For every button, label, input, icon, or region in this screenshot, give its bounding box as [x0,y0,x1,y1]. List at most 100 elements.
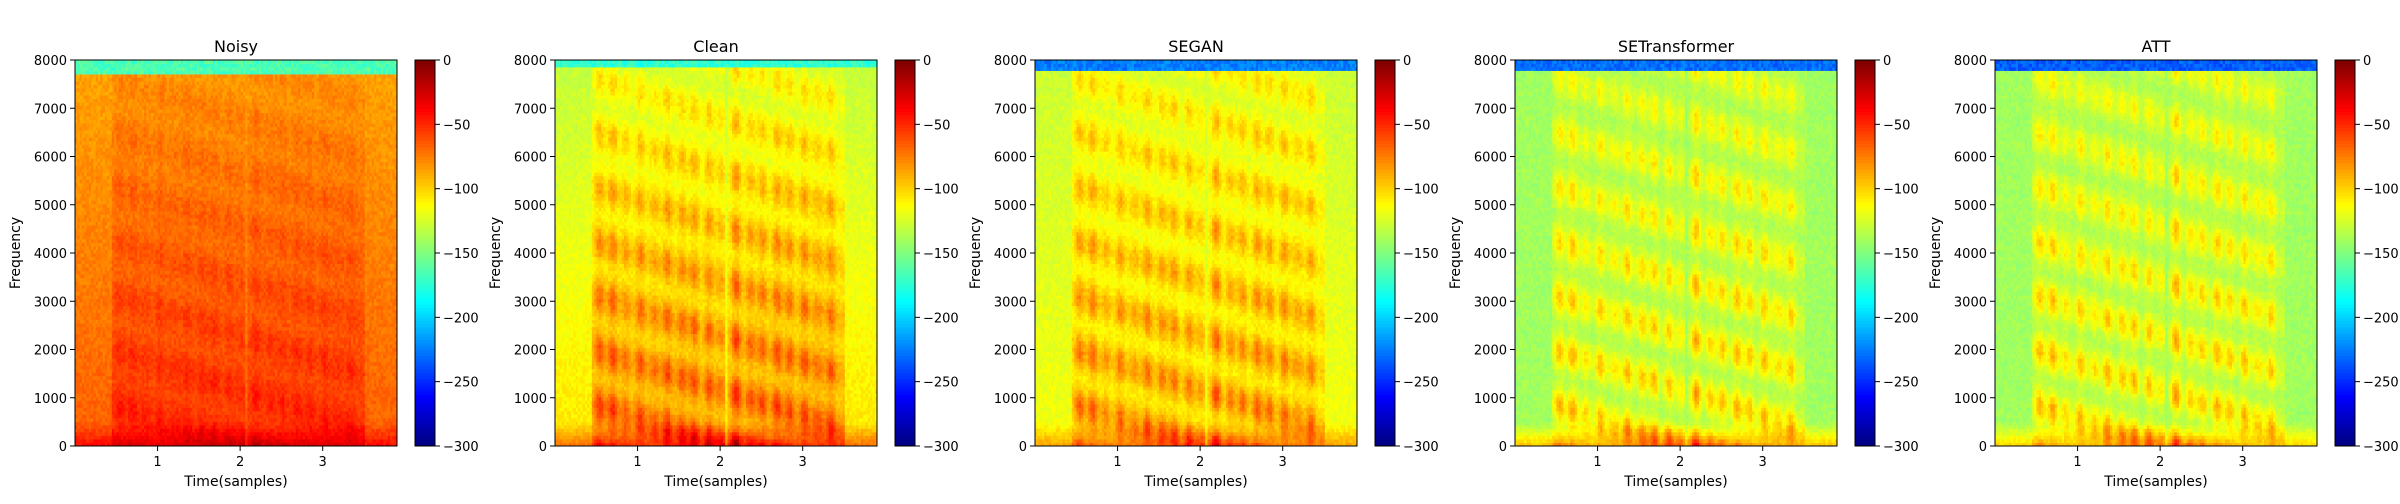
colorbar-tick-label: −200 [2363,311,2399,326]
colorbar-tick-label: −50 [2363,118,2390,133]
y-axis-label: Frequency [8,217,24,289]
y-tick-label: 3000 [1954,295,1987,310]
y-tick-label: 7000 [1474,102,1507,117]
y-tick-label: 3000 [514,295,547,310]
colorbar-tick-label: −200 [1403,311,1439,326]
colorbar-tick-label: 0 [1403,54,1411,69]
colorbar-tick-label: −50 [1403,118,1430,133]
y-tick-label: 7000 [34,102,67,117]
panel-title: Noisy [214,37,258,56]
colorbar-tick-label: −100 [923,183,959,198]
x-tick-label: 3 [319,455,327,470]
y-axis-label: Frequency [1928,217,1944,289]
y-tick-label: 4000 [1474,247,1507,262]
x-tick-label: 1 [1113,455,1121,470]
colorbar-tick-label: −300 [923,440,959,455]
x-tick-label: 2 [1196,455,1204,470]
colorbar-tick-label: −300 [1403,440,1439,455]
spectrogram-heatmap [1035,60,1357,446]
colorbar-tick-label: −200 [443,311,479,326]
x-axis-label: Time(samples) [2103,474,2207,490]
y-axis-label: Frequency [488,217,504,289]
panel-title: Clean [693,37,738,56]
colorbar: 0 −50 −100 −150 −200 −250 −300 [1375,54,1439,455]
y-tick-label: 1000 [34,392,67,407]
colorbar-tick-label: −100 [1403,183,1439,198]
colorbar: 0−50−100−150−200−250−300 [415,54,479,455]
y-tick-label: 1000 [994,392,1027,407]
y-axis-label: Frequency [1448,217,1464,289]
x-axis-label: Time(samples) [663,474,767,490]
colorbar: 0−50−100−150−200−250−300 [2335,54,2399,455]
colorbar-tick-label: −300 [1883,440,1919,455]
y-tick-label: 3000 [1474,295,1507,310]
y-tick-label: 1000 [514,392,547,407]
y-tick-label: 0 [1019,440,1027,455]
panel-title: SETransformer [1618,37,1735,56]
colorbar-tick-label: −50 [443,118,470,133]
colorbar-tick-label: −250 [1403,376,1439,391]
x-tick-label: 3 [1279,455,1287,470]
y-tick-label: 4000 [1954,247,1987,262]
panel-title: ATT [2142,37,2171,56]
y-tick-label: 4000 [514,247,547,262]
x-tick-label: 1 [633,455,641,470]
colorbar-tick-label: −150 [923,247,959,262]
y-tick-label: 3000 [994,295,1027,310]
y-tick-label: 5000 [1474,199,1507,214]
y-tick-label: 8000 [994,54,1027,69]
x-tick-label: 2 [716,455,724,470]
colorbar-tick-label: 0 [923,54,931,69]
x-tick-label: 1 [153,455,161,470]
spectrogram-heatmap [75,60,397,446]
colorbar-tick-label: −100 [443,183,479,198]
y-tick-label: 6000 [994,151,1027,166]
y-tick-label: 1000 [1474,392,1507,407]
x-tick-label: 2 [236,455,244,470]
colorbar-tick-label: 0 [1883,54,1891,69]
colorbar-tick-label: −100 [2363,183,2399,198]
colorbar-tick-label: −50 [1883,118,1910,133]
y-tick-label: 5000 [34,199,67,214]
x-tick-label: 3 [799,455,807,470]
y-tick-label: 8000 [514,54,547,69]
y-tick-label: 7000 [994,102,1027,117]
y-tick-label: 6000 [1954,151,1987,166]
colorbar-tick-label: −150 [1883,247,1919,262]
y-tick-label: 7000 [514,102,547,117]
panel-title: SEGAN [1168,37,1224,56]
colorbar-tick-label: −150 [1403,247,1439,262]
y-tick-label: 2000 [994,344,1027,359]
colorbar-tick-label: −50 [923,118,950,133]
x-axis-label: Time(samples) [183,474,287,490]
colorbar-tick-label: −200 [923,311,959,326]
y-tick-label: 2000 [34,344,67,359]
colorbar-tick-label: −250 [2363,376,2399,391]
y-tick-label: 5000 [514,199,547,214]
y-tick-label: 8000 [1474,54,1507,69]
spectrogram-heatmap [1995,60,2317,446]
colorbar-tick-label: −200 [1883,311,1919,326]
spectrogram-heatmap [555,60,877,446]
y-tick-label: 7000 [1954,102,1987,117]
y-tick-label: 3000 [34,295,67,310]
y-axis-label: Frequency [968,217,984,289]
y-tick-label: 0 [59,440,67,455]
y-tick-label: 4000 [994,247,1027,262]
y-tick-label: 0 [1499,440,1507,455]
y-tick-label: 5000 [1954,199,1987,214]
panel-setransformer: SETransformer010002000300040005000600070… [1448,37,1919,490]
spectrogram-heatmap [1515,60,1837,446]
colorbar-tick-label: −150 [443,247,479,262]
y-tick-label: 4000 [34,247,67,262]
colorbar: 0−50−100−150−200−250−300 [895,54,959,455]
x-tick-label: 1 [2073,455,2081,470]
colorbar-tick-label: 0 [2363,54,2371,69]
x-axis-label: Time(samples) [1623,474,1727,490]
y-tick-label: 6000 [1474,151,1507,166]
